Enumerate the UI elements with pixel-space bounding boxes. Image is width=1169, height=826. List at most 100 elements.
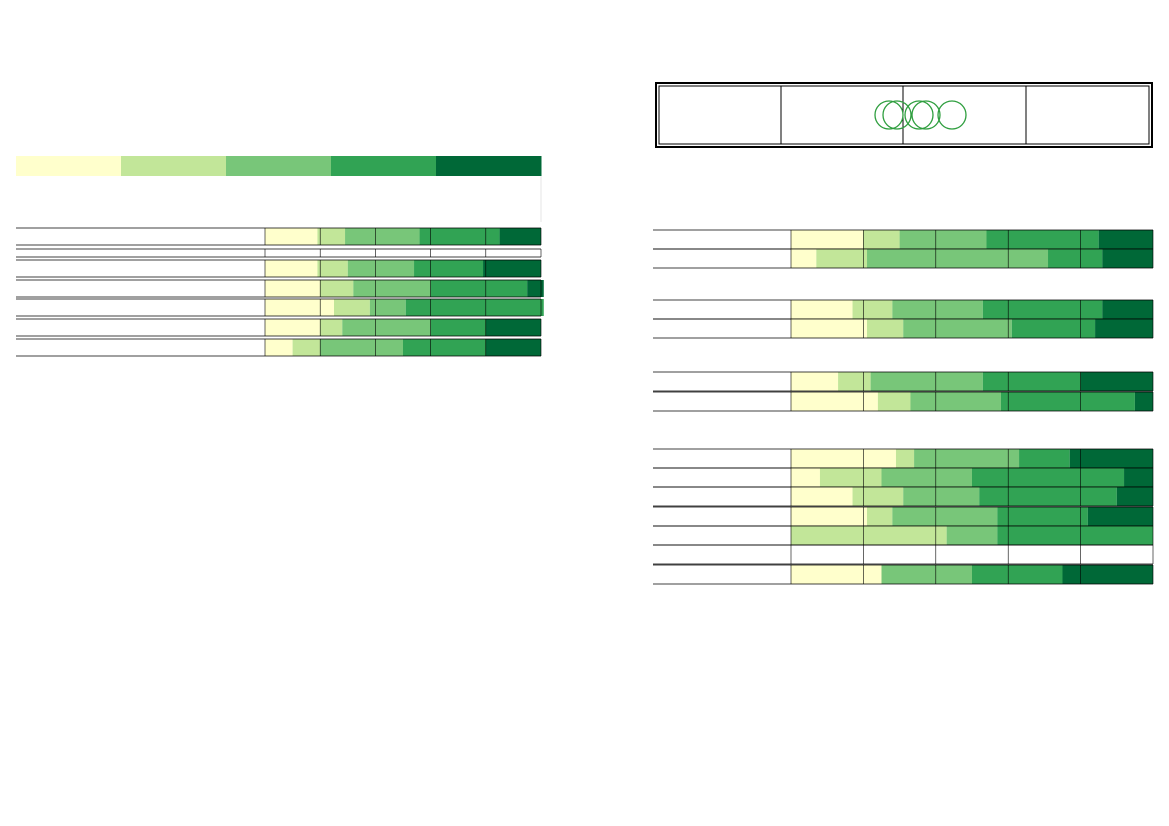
right-group-3-row-2-segment-4 (1000, 392, 1135, 411)
legend-swatch-4 (331, 156, 437, 176)
right-group-2-row-1-segment-4 (982, 300, 1103, 319)
right-group-4 (653, 448, 1154, 585)
right-group-4-row-1-segment-1 (791, 449, 896, 468)
left-row-6-segment-1 (265, 319, 321, 336)
header-box-inner (658, 85, 1150, 145)
left-row-4-segment-5 (527, 280, 544, 297)
left-row-6-segment-5 (485, 319, 541, 336)
header-box-outer (655, 82, 1153, 148)
left-row-5-segment-3 (369, 299, 406, 316)
left-row-3-segment-1 (265, 260, 318, 277)
left-row-7-segment-4 (403, 339, 486, 356)
right-group-3-row-1-segment-4 (982, 372, 1081, 391)
right-group-2-row-2-segment-3 (903, 319, 1012, 338)
left-row-7-segment-5 (485, 339, 541, 356)
right-group-4-row-7-segment-1 (791, 565, 882, 584)
right-group-2-row-2-segment-5 (1095, 319, 1153, 338)
right-group-2-row-2-segment-1 (791, 319, 868, 338)
right-chart (653, 229, 1154, 585)
right-group-2-row-2-segment-2 (867, 319, 904, 338)
left-row-3-segment-3 (347, 260, 415, 277)
right-group-3-row-2-segment-5 (1134, 392, 1153, 411)
olympic-rings-icon (874, 100, 967, 130)
left-row-4-segment-3 (353, 280, 431, 297)
right-group-1-row-1-segment-1 (791, 230, 864, 249)
right-group-1-row-1-segment-3 (899, 230, 987, 249)
left-row-5-segment-2 (334, 299, 370, 316)
right-group-4-row-4-segment-5 (1087, 507, 1153, 526)
right-group-2-row-1-segment-3 (892, 300, 983, 319)
right-group-2 (653, 299, 1154, 339)
right-group-4-row-5-segment-3 (946, 526, 998, 545)
right-group-4-row-3-segment-2 (852, 487, 904, 506)
right-group-4-row-1-segment-2 (895, 449, 915, 468)
legend-swatch-3 (226, 156, 332, 176)
right-group-3-row-1-segment-5 (1080, 372, 1153, 391)
left-row-1-segment-4 (419, 228, 500, 245)
left-row-1-segment-5 (499, 228, 541, 245)
right-group-4-row-5-segment-2 (791, 526, 947, 545)
left-row-3-segment-4 (414, 260, 484, 277)
left-row-4-segment-1 (265, 280, 321, 297)
left-row-4-segment-2 (320, 280, 354, 297)
right-group-1-row-1-segment-5 (1098, 230, 1153, 249)
right-group-4-row-2-segment-3 (881, 468, 972, 487)
left-row-1-segment-3 (345, 228, 420, 245)
right-group-4-row-4-segment-4 (997, 507, 1088, 526)
right-group-3-row-2-segment-1 (791, 392, 878, 411)
right-group-1-row-2-segment-5 (1102, 249, 1153, 268)
right-group-4-row-7-segment-3 (881, 565, 972, 584)
right-group-4-row-2-segment-4 (972, 468, 1125, 487)
right-group-3 (653, 371, 1154, 412)
right-group-3-row-2-segment-2 (877, 392, 911, 411)
right-group-1-row-2-segment-3 (867, 249, 1049, 268)
right-group-3-row-1-segment-2 (838, 372, 871, 391)
right-group-2-row-2-segment-4 (1011, 319, 1096, 338)
left-row-7-segment-2 (292, 339, 321, 356)
right-group-1-row-2-segment-2 (816, 249, 868, 268)
right-group-4-row-2-segment-5 (1124, 468, 1153, 487)
right-group-1-row-1-segment-2 (863, 230, 900, 249)
right-group-4-row-3-segment-3 (903, 487, 980, 506)
left-row-7-segment-1 (265, 339, 293, 356)
left-row-5-segment-1 (265, 299, 334, 316)
legend (16, 156, 542, 176)
right-group-4-row-1-segment-5 (1069, 449, 1153, 468)
right-group-4-row-2-segment-2 (819, 468, 882, 487)
left-row-1-segment-1 (265, 228, 318, 245)
left-chart (16, 176, 544, 357)
left-row-3-segment-5 (483, 260, 541, 277)
right-group-3-row-2-segment-3 (910, 392, 1001, 411)
right-group-2-row-1-segment-5 (1102, 300, 1153, 319)
right-group-4-row-7-segment-4 (972, 565, 1063, 584)
right-group-4-row-2-segment-1 (791, 468, 820, 487)
right-group-1-row-2-segment-4 (1048, 249, 1103, 268)
legend-swatch-1 (16, 156, 122, 176)
right-group-4-row-7-segment-5 (1062, 565, 1153, 584)
header-box (655, 82, 1153, 148)
right-group-4-row-4-segment-2 (867, 507, 893, 526)
legend-swatch-2 (121, 156, 227, 176)
right-group-4-row-3-segment-4 (979, 487, 1117, 506)
right-group-1 (653, 229, 1154, 269)
left-row-1-segment-2 (317, 228, 346, 245)
right-group-4-row-3-segment-1 (791, 487, 853, 506)
right-group-3-row-1-segment-1 (791, 372, 839, 391)
left-row-7-segment-3 (320, 339, 403, 356)
left-row-5-segment-4 (405, 299, 544, 316)
right-group-2-row-1-segment-2 (852, 300, 893, 319)
right-group-1-row-2-segment-1 (791, 249, 817, 268)
right-group-4-row-1-segment-3 (914, 449, 1020, 468)
right-group-4-row-3-segment-5 (1116, 487, 1153, 506)
right-group-4-row-4-segment-1 (791, 507, 868, 526)
right-group-4-row-1-segment-4 (1019, 449, 1070, 468)
right-group-2-row-1-segment-1 (791, 300, 853, 319)
left-row-6-segment-4 (430, 319, 486, 336)
left-row-6-segment-2 (320, 319, 343, 336)
right-group-3-row-1-segment-3 (870, 372, 983, 391)
right-group-4-row-5-segment-4 (997, 526, 1153, 545)
left-row-6-segment-3 (342, 319, 431, 336)
left-row-4-segment-4 (430, 280, 528, 297)
right-group-1-row-1-segment-4 (986, 230, 1099, 249)
